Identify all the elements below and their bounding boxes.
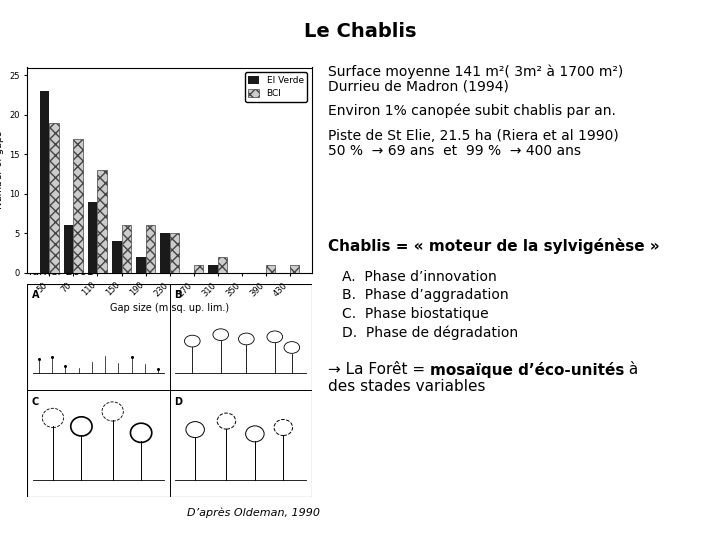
Bar xyxy=(89,201,97,273)
Bar xyxy=(266,265,275,273)
Text: des stades variables: des stades variables xyxy=(328,379,485,394)
Text: C: C xyxy=(32,396,39,407)
Text: D.  Phase de dégradation: D. Phase de dégradation xyxy=(342,325,518,340)
Text: D: D xyxy=(174,396,182,407)
Text: B.  Phase d’aggradation: B. Phase d’aggradation xyxy=(342,288,508,302)
Bar xyxy=(194,265,203,273)
Bar xyxy=(112,241,122,273)
Bar xyxy=(40,91,50,273)
Y-axis label: Number of gaps: Number of gaps xyxy=(0,131,4,210)
Bar xyxy=(97,170,107,273)
Bar xyxy=(50,123,58,273)
Text: A.  Phase d’innovation: A. Phase d’innovation xyxy=(342,270,497,284)
Text: Environ 1% canopée subit chablis par an.: Environ 1% canopée subit chablis par an. xyxy=(328,104,616,118)
Bar xyxy=(136,257,145,273)
Bar xyxy=(217,257,227,273)
Text: Turner 2001: Turner 2001 xyxy=(27,267,94,277)
Bar xyxy=(169,233,179,273)
Text: mosaïque d’éco-unités: mosaïque d’éco-unités xyxy=(430,362,624,378)
Text: C.  Phase biostatique: C. Phase biostatique xyxy=(342,307,489,321)
Text: à: à xyxy=(624,362,638,377)
Text: B: B xyxy=(174,290,181,300)
Bar xyxy=(64,225,73,273)
Text: Chablis = « moteur de la sylvigénèse »: Chablis = « moteur de la sylvigénèse » xyxy=(328,238,660,254)
Text: A: A xyxy=(32,290,39,300)
Bar xyxy=(289,265,299,273)
Text: 50 %  → 69 ans  et  99 %  → 400 ans: 50 % → 69 ans et 99 % → 400 ans xyxy=(328,144,580,158)
Text: → La Forêt =: → La Forêt = xyxy=(328,362,430,377)
Bar xyxy=(145,225,155,273)
Bar xyxy=(122,225,130,273)
Bar xyxy=(209,265,217,273)
X-axis label: Gap size (m sq. up. lim.): Gap size (m sq. up. lim.) xyxy=(110,303,229,314)
Text: Piste de St Elie, 21.5 ha (Riera et al 1990): Piste de St Elie, 21.5 ha (Riera et al 1… xyxy=(328,129,618,143)
Text: Le Chablis: Le Chablis xyxy=(304,22,416,40)
Text: D’après Oldeman, 1990: D’après Oldeman, 1990 xyxy=(187,508,320,518)
Legend: El Verde, BCI: El Verde, BCI xyxy=(245,72,307,102)
Bar xyxy=(161,233,169,273)
Text: Durrieu de Madron (1994): Durrieu de Madron (1994) xyxy=(328,80,508,94)
Bar xyxy=(73,139,83,273)
Text: Surface moyenne 141 m²( 3m² à 1700 m²): Surface moyenne 141 m²( 3m² à 1700 m²) xyxy=(328,65,623,79)
